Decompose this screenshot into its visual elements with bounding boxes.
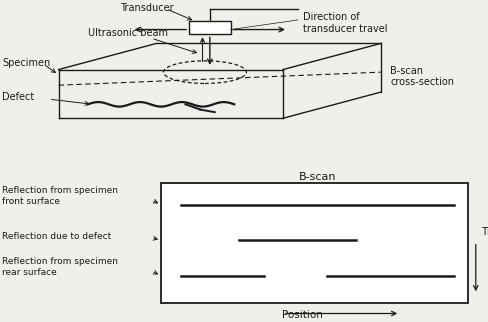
Text: B-scan: B-scan <box>299 172 336 182</box>
Text: Transducer: Transducer <box>120 3 173 13</box>
Text: Reflection from specimen
rear surface: Reflection from specimen rear surface <box>2 257 119 277</box>
Bar <box>161 183 468 303</box>
Text: Specimen: Specimen <box>2 58 51 68</box>
Text: Reflection due to defect: Reflection due to defect <box>2 232 112 241</box>
Text: Reflection from specimen
front surface: Reflection from specimen front surface <box>2 186 119 206</box>
Text: Direction of
transducer travel: Direction of transducer travel <box>303 12 387 34</box>
Text: Ultrasonic beam: Ultrasonic beam <box>88 28 168 38</box>
Text: B-scan
cross-section: B-scan cross-section <box>390 66 454 87</box>
Text: Position: Position <box>282 310 323 320</box>
Bar <box>189 21 231 34</box>
Text: Time: Time <box>481 227 488 237</box>
Text: Defect: Defect <box>2 92 35 102</box>
